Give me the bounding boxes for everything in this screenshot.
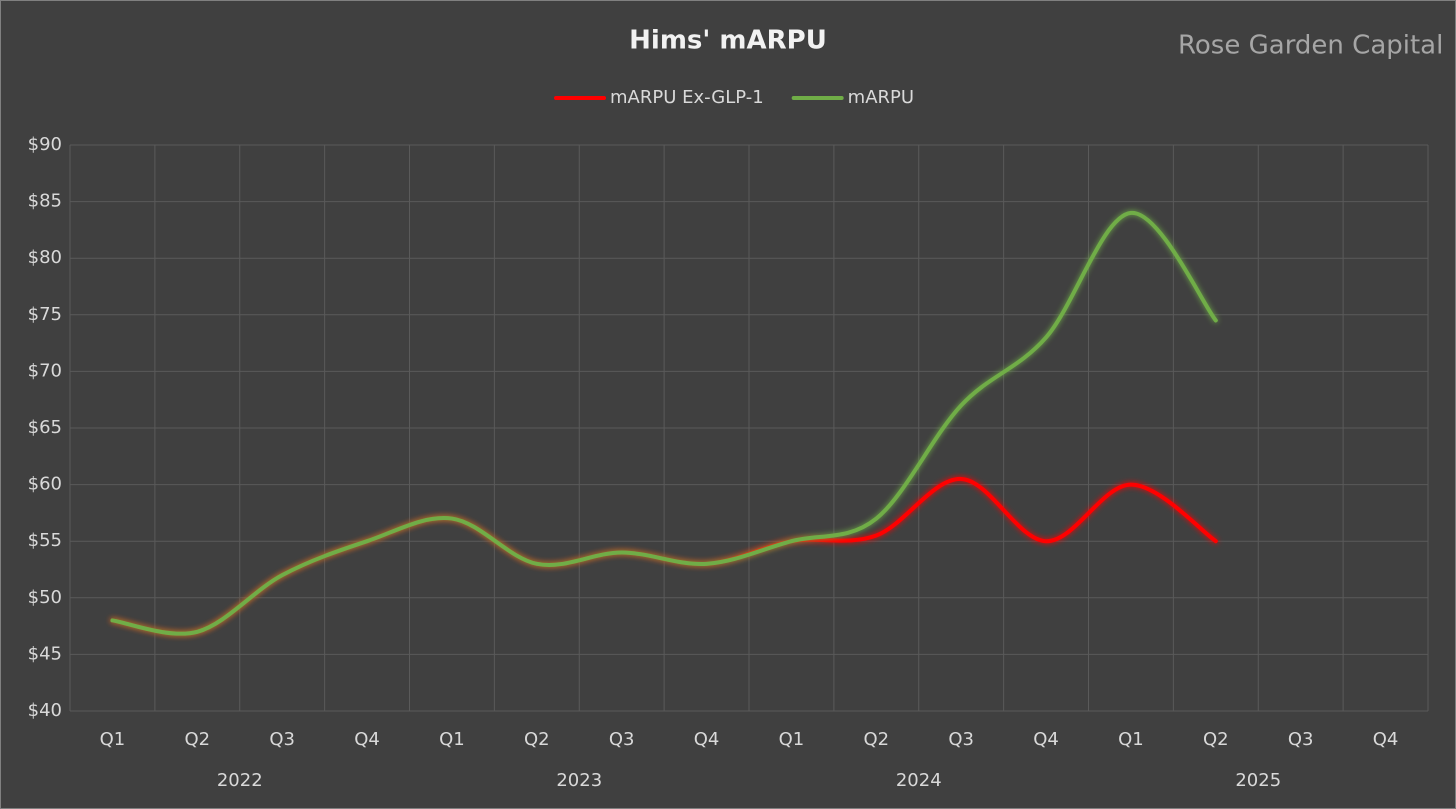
x-tick-label: Q4 [694, 729, 720, 750]
x-group-label: 2025 [1235, 770, 1281, 791]
watermark: Rose Garden Capital [1178, 31, 1443, 61]
series-line [110, 210, 1218, 636]
x-tick-label: Q4 [354, 729, 380, 750]
x-tick-label: Q1 [779, 729, 805, 750]
x-group-label: 2024 [896, 770, 942, 791]
y-tick-label: $45 [28, 643, 62, 664]
y-tick-label: $40 [28, 700, 62, 721]
x-group-label: 2022 [217, 770, 263, 791]
x-tick-label: Q2 [185, 729, 211, 750]
y-tick-label: $60 [28, 474, 62, 495]
y-tick-label: $50 [28, 587, 62, 608]
legend-label: mARPU [848, 87, 914, 108]
x-group-label: 2023 [556, 770, 602, 791]
y-tick-label: $70 [28, 360, 62, 381]
chart-title: Hims' mARPU [629, 26, 827, 56]
x-tick-label: Q3 [609, 729, 635, 750]
x-tick-label: Q3 [1288, 729, 1314, 750]
x-tick-label: Q3 [948, 729, 974, 750]
x-tick-label: Q1 [1118, 729, 1144, 750]
x-tick-label: Q3 [269, 729, 295, 750]
x-tick-label: Q1 [100, 729, 126, 750]
y-tick-label: $75 [28, 304, 62, 325]
y-tick-label: $85 [28, 191, 62, 212]
x-tick-label: Q4 [1033, 729, 1059, 750]
x-tick-label: Q1 [439, 729, 465, 750]
x-tick-label: Q2 [1203, 729, 1229, 750]
y-tick-label: $55 [28, 530, 62, 551]
y-tick-label: $90 [28, 134, 62, 155]
x-tick-label: Q4 [1373, 729, 1399, 750]
legend: mARPU Ex-GLP-1 mARPU [554, 87, 914, 108]
x-tick-label: Q2 [524, 729, 550, 750]
y-tick-label: $80 [28, 247, 62, 268]
y-tick-label: $65 [28, 417, 62, 438]
legend-label: mARPU Ex-GLP-1 [610, 87, 764, 108]
x-tick-label: Q2 [864, 729, 890, 750]
